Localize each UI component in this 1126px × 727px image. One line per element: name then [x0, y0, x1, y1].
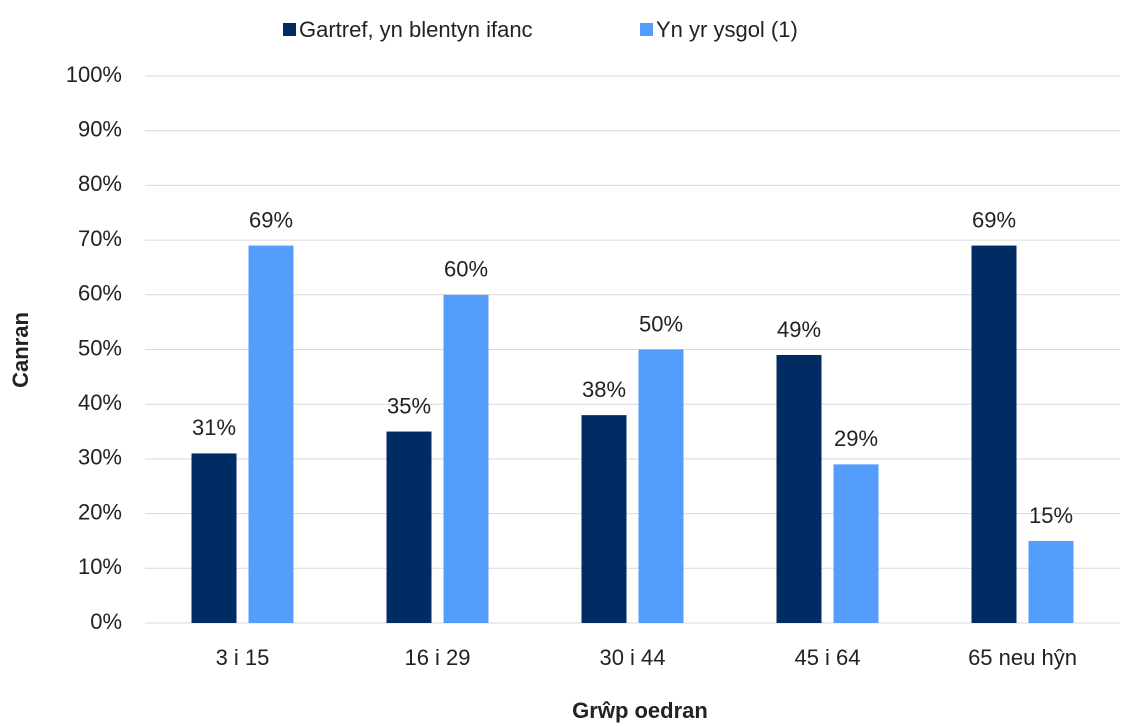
value-label: 38% — [582, 377, 626, 402]
bar — [638, 349, 684, 623]
x-axis-label: Grŵp oedran — [572, 698, 708, 723]
value-label: 49% — [777, 317, 821, 342]
bar — [776, 354, 822, 623]
y-tick-label: 10% — [78, 554, 122, 579]
legend-label: Yn yr ysgol (1) — [656, 17, 798, 42]
y-tick-label: 40% — [78, 390, 122, 415]
value-label: 35% — [387, 393, 431, 418]
x-tick-label: 30 i 44 — [599, 645, 665, 670]
y-tick-label: 100% — [66, 62, 122, 87]
value-label: 15% — [1029, 503, 1073, 528]
bar — [191, 453, 237, 623]
bar — [833, 464, 879, 623]
value-label: 69% — [972, 207, 1016, 232]
legend-label: Gartref, yn blentyn ifanc — [299, 17, 533, 42]
value-label: 50% — [639, 311, 683, 336]
bar — [443, 294, 489, 623]
x-tick-label: 65 neu hŷn — [968, 645, 1077, 670]
value-label: 60% — [444, 257, 488, 282]
bar — [248, 245, 294, 623]
bar — [1028, 540, 1074, 623]
y-tick-label: 60% — [78, 281, 122, 306]
y-tick-label: 50% — [78, 335, 122, 360]
value-label: 31% — [192, 415, 236, 440]
legend-swatch — [640, 23, 653, 36]
x-tick-label: 3 i 15 — [216, 645, 270, 670]
value-label: 29% — [834, 426, 878, 451]
y-tick-label: 0% — [90, 609, 122, 634]
bar — [386, 431, 432, 623]
legend-swatch — [283, 23, 296, 36]
bar — [581, 415, 627, 623]
x-tick-label: 45 i 64 — [794, 645, 860, 670]
y-axis-label: Canran — [8, 312, 33, 388]
y-tick-label: 30% — [78, 445, 122, 470]
bar — [971, 245, 1017, 623]
y-tick-label: 80% — [78, 171, 122, 196]
y-tick-label: 20% — [78, 499, 122, 524]
value-label: 69% — [249, 207, 293, 232]
y-tick-label: 90% — [78, 117, 122, 142]
y-tick-label: 70% — [78, 226, 122, 251]
x-tick-label: 16 i 29 — [404, 645, 470, 670]
